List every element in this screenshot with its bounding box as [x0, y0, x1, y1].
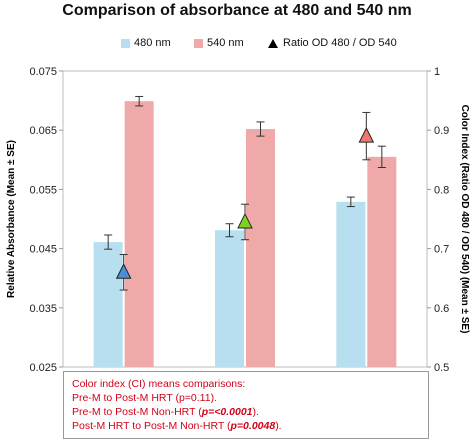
- triangle-icon: [268, 38, 278, 48]
- bar-480nm: [336, 201, 366, 367]
- ratio-marker: [358, 127, 375, 143]
- legend: 480 nm 540 nm Ratio OD 480 / OD 540: [0, 37, 474, 51]
- legend-label-ratio: Ratio OD 480 / OD 540: [283, 37, 397, 49]
- ci-comparison-3-text: Post-M HRT to Post-M Non-HRT (: [72, 420, 231, 432]
- y-tick-label-left: 0.075: [29, 66, 57, 78]
- y-tick-label-right: 0.9: [434, 125, 449, 137]
- y-tick-label-left: 0.055: [29, 184, 57, 196]
- chart-title: Comparison of absorbance at 480 and 540 …: [62, 2, 412, 19]
- legend-item-540: 540 nm: [194, 37, 244, 49]
- legend-label-480: 480 nm: [134, 37, 171, 49]
- legend-item-480: 480 nm: [121, 37, 171, 49]
- ci-heading: Color index (CI) means comparisons:: [72, 378, 246, 390]
- ci-comparison-2: Pre-M to Post-M Non-HRT (p=<0.0001).: [72, 406, 259, 418]
- ci-comparison-1: Pre-M to Post-M HRT (p=0.11).: [72, 392, 218, 404]
- plot-frame: [62, 70, 428, 368]
- bar-540nm: [367, 156, 397, 367]
- y-tick-label-right: 0.8: [434, 184, 449, 196]
- color-index-box: Color index (CI) means comparisons: Pre-…: [63, 371, 429, 439]
- ci-comparison-2-pvalue: p=<0.0001: [201, 406, 253, 418]
- legend-label-540: 540 nm: [207, 37, 244, 49]
- y-tick-label-left: 0.065: [29, 125, 57, 137]
- y-tick-label-left: 0.035: [29, 303, 57, 315]
- bar-480nm: [93, 242, 123, 367]
- y-tick-label-left: 0.025: [29, 362, 57, 374]
- ratio-marker: [237, 212, 253, 229]
- ci-comparison-3: Post-M HRT to Post-M Non-HRT (p=0.0048).: [72, 420, 282, 432]
- ci-comparison-2-text: Pre-M to Post-M Non-HRT (: [72, 406, 202, 418]
- y-tick-label-right: 0.5: [434, 362, 449, 374]
- y-tick-label-left: 0.045: [29, 244, 57, 256]
- legend-item-ratio: Ratio OD 480 / OD 540: [268, 37, 397, 49]
- bar-540nm: [246, 129, 275, 367]
- legend-swatch-540: [194, 38, 203, 48]
- ci-comparison-2-end: ).: [252, 406, 259, 418]
- bar-540nm: [124, 101, 154, 367]
- ci-comparison-3-end: ).: [275, 420, 282, 432]
- y-axis-title-left: Relative Absorbance (Mean ± SE): [6, 140, 17, 298]
- legend-swatch-480: [121, 38, 130, 48]
- bar-480nm: [215, 230, 244, 367]
- y-tick-label-right: 0.7: [434, 244, 449, 256]
- y-tick-label-right: 1: [434, 66, 440, 78]
- y-tick-label-right: 0.6: [434, 303, 449, 315]
- y-axis-title-right: Color Index (Ratio OD 480 / OD 540) (Mea…: [459, 105, 470, 334]
- ci-comparison-3-pvalue: p=0.0048: [230, 420, 276, 432]
- ratio-marker: [115, 263, 132, 279]
